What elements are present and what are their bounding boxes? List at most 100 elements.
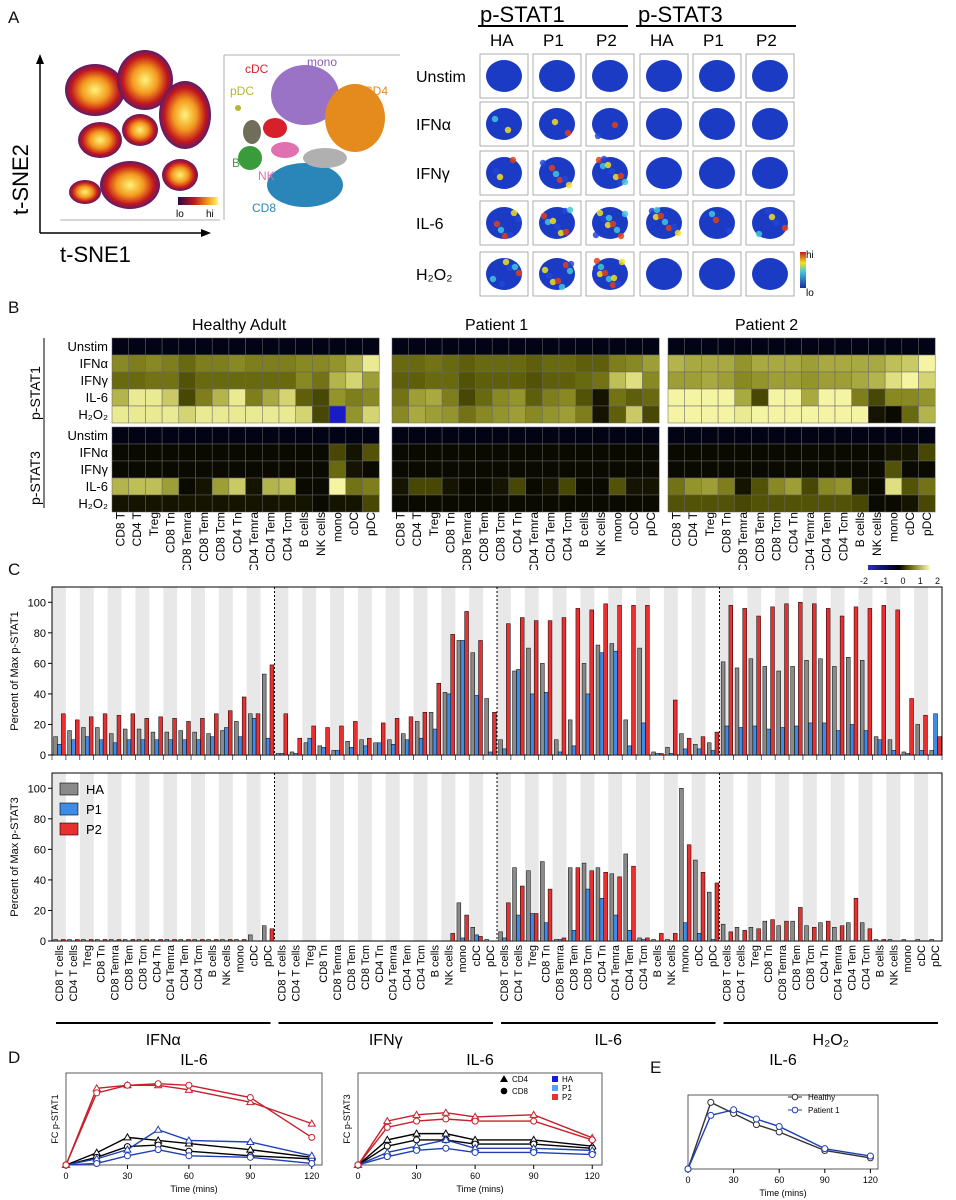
cluster-label-pdc: pDC [230, 84, 254, 98]
x-category-label: NK cells [221, 945, 233, 986]
legend-label: HA [562, 1075, 574, 1084]
heatmap-cell [868, 426, 886, 445]
bar-p1 [238, 736, 243, 756]
scale-tick: 1 [917, 576, 923, 586]
bar-p2 [909, 698, 914, 756]
legend-label: P1 [86, 802, 102, 817]
heatmap-cell [642, 477, 660, 496]
x-category-label: CD8 Temra [777, 944, 789, 1000]
heatmap-column-label: Treg [147, 512, 161, 536]
bar-ha [484, 698, 489, 756]
heatmap-cell [767, 388, 786, 407]
bar-stripe [663, 773, 678, 941]
bar-p1 [557, 751, 563, 756]
y-tick-label: 0 [40, 750, 46, 762]
tsne-hotspot [772, 219, 780, 227]
tsne-thumbnail [745, 150, 795, 196]
x-category-label: CD8 T cells [499, 945, 511, 1002]
bar-ha [846, 657, 851, 756]
bar-stripe [330, 587, 345, 755]
y-tick-label: 100 [28, 597, 46, 609]
tsne-thumbnail [692, 200, 742, 246]
bar-p1 [696, 748, 702, 756]
bar-ha [734, 927, 740, 942]
bar-ha [401, 733, 406, 756]
heatmap-cell [475, 388, 493, 407]
tsne-thumbnail [692, 150, 742, 196]
x-category-label: CD4 Tn [374, 945, 386, 983]
heatmap-cell [868, 460, 886, 479]
heatmap-column-label: mono [330, 512, 344, 542]
heatmap-title-patient1: Patient 1 [465, 317, 528, 334]
bar-p1 [182, 739, 187, 756]
heatmap-cell [767, 443, 786, 462]
heatmap-cell [328, 460, 347, 479]
bar-p2 [659, 753, 664, 756]
heatmap-cell [851, 460, 869, 479]
bar-ha [540, 663, 545, 756]
bar-ha [345, 741, 350, 756]
bar-p2 [520, 617, 525, 756]
bar-ha [651, 751, 656, 756]
heatmap-cell [245, 337, 263, 356]
bar-p2 [673, 933, 678, 942]
heatmap-cell [684, 388, 702, 407]
bar-ha [581, 663, 587, 756]
bar-p2 [478, 640, 483, 756]
x-category-label: CD4 Tem [847, 945, 859, 991]
bar-ha [206, 939, 211, 942]
heatmap-cell [211, 337, 230, 356]
x-category-label: CD8 T cells [721, 945, 733, 1002]
bar-ha [262, 925, 267, 942]
bar-ha [720, 923, 726, 942]
legend-marker-circle [500, 1087, 508, 1095]
bar-ha [595, 644, 601, 756]
data-point [775, 1122, 783, 1130]
heatmap-cell [458, 371, 476, 390]
heatmap-cell [128, 337, 146, 356]
bar-ha [373, 742, 378, 756]
bar-stripe [747, 773, 762, 941]
bar-stripe [218, 773, 233, 941]
bar-stripe [135, 773, 150, 941]
grid-row-label: H₂O₂ [416, 267, 452, 284]
heatmap-cell [491, 371, 510, 390]
bar-p1 [710, 750, 716, 756]
bar-p1 [404, 739, 410, 756]
heatmap-cell [458, 337, 476, 356]
heatmap-cell [818, 354, 836, 373]
heatmap-cell [918, 337, 936, 356]
heatmap-cell [818, 405, 836, 424]
x-tick-label: 30 [122, 1171, 132, 1181]
x-category-label: B cells [652, 945, 664, 978]
bar-p2 [214, 939, 219, 942]
heatmap-cell [278, 460, 296, 479]
bar-p2 [75, 939, 80, 942]
heatmap-cell [751, 337, 769, 356]
heatmap-cell [508, 354, 526, 373]
panel-a-tsne: lo hi t-SNE2 t-SNE1 cDC mono pDC CD4 B N… [8, 50, 400, 267]
bar-ha [428, 711, 434, 756]
heatmap-cell [818, 337, 836, 356]
x-category-label: CD4 Tcm [193, 945, 205, 990]
bar-p1 [265, 737, 271, 756]
bar-p2 [172, 939, 177, 942]
heatmap-cell [312, 426, 330, 445]
x-category-label: CD8 Tcm [360, 945, 372, 990]
heatmap-cell [834, 443, 852, 462]
bar-ha [901, 939, 907, 942]
heatmap-cell [508, 405, 526, 424]
heatmap-cell [111, 388, 129, 407]
tsne-hotspot [544, 218, 552, 226]
bar-ha [693, 744, 698, 756]
heatmap-cell [228, 388, 246, 407]
bar-p1 [613, 914, 618, 942]
heatmap-cell [625, 477, 643, 496]
heatmap-cell [111, 426, 129, 445]
bar-p2 [464, 914, 469, 942]
bar-ha [915, 939, 920, 942]
x-tick-label: 30 [729, 1175, 739, 1185]
x-tick-label: 120 [585, 1171, 600, 1181]
bar-ha [512, 867, 517, 942]
heatmap-cell [667, 494, 685, 513]
